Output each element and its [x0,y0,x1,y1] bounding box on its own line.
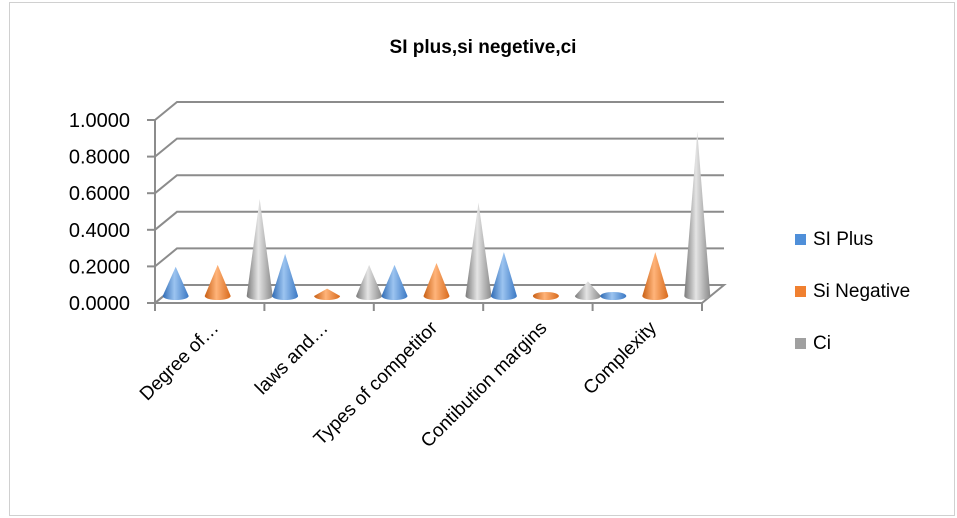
cone-base [532,292,559,300]
legend-swatch [795,286,806,297]
gridline [154,137,724,158]
cone-body [465,202,492,300]
y-axis-tick-labels: 0.0000 0.2000 0.4000 0.6000 0.8000 1.0000 [69,110,130,315]
cone-body [314,288,341,300]
cone-body [204,264,231,300]
x-category-label: laws and… [251,318,332,399]
cone-body [684,131,711,300]
cone-si-plus [490,252,517,300]
cone-si-negative [532,292,559,300]
x-category-label: Types of competitor [310,317,443,450]
x-category-label: Complexity [580,317,662,399]
gridline [154,174,724,194]
x-axis-category-labels: Degree of… laws and…Types of competitorCo… [136,317,661,452]
cone-si-plus [381,264,408,300]
cone-base [600,292,627,300]
cone-body [642,252,669,300]
legend: SI Plus Si Negative Ci [795,229,910,354]
cone-body [246,199,273,300]
cone-si-negative [642,252,669,300]
cone-si-plus [162,266,189,300]
cone-ci [684,131,711,300]
cone-body [381,264,408,300]
cone-body [272,253,299,300]
legend-label: Ci [813,333,831,354]
cone-ci [356,264,383,300]
cone-body [162,266,189,300]
cone-body [356,264,383,300]
gridline [154,247,724,268]
cone-si-negative [204,264,231,300]
cone-body [574,281,601,300]
cone-si-negative [423,263,450,300]
y-tick-label: 0.8000 [69,147,130,169]
gridline [154,101,724,121]
cone-si-plus [600,292,627,300]
x-category-label: Contibution margins [417,318,551,452]
data-marks [162,131,711,300]
legend-swatch [795,234,806,245]
cone-ci [246,199,273,300]
legend-label: Si Negative [813,281,910,302]
y-tick-label: 1.0000 [69,110,130,132]
gridlines [147,101,727,311]
cone-body [490,252,517,300]
cone-ci [465,202,492,300]
gridline [154,210,724,231]
cone-ci [574,281,601,300]
x-category-label: Degree of… [136,318,223,405]
cone-si-plus [272,253,299,300]
y-tick-label: 0.2000 [69,256,130,278]
chart-title: SI plus,si negetive,ci [390,37,577,58]
legend-label: SI Plus [813,229,873,250]
legend-swatch [795,338,806,349]
y-tick-label: 0.4000 [69,220,130,242]
y-tick-label: 0.6000 [69,183,130,205]
cone-body [423,263,450,300]
cone-si-negative [314,288,341,300]
y-tick-label: 0.0000 [69,293,130,315]
